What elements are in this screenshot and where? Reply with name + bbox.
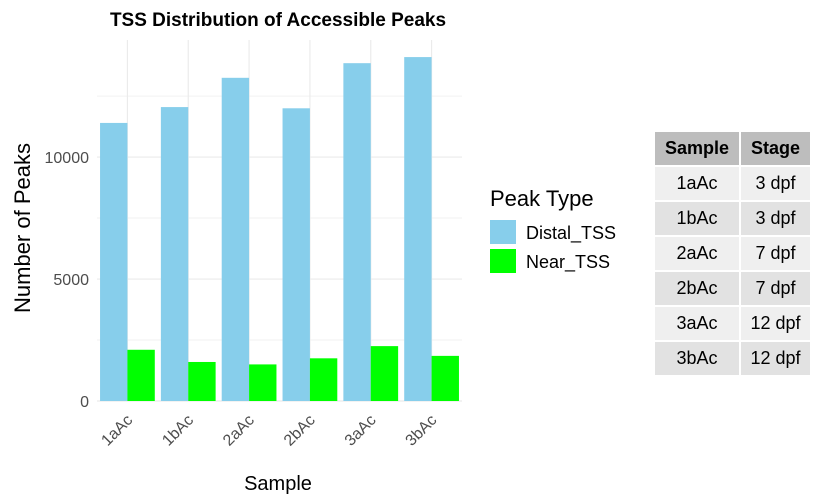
bar-distal-tss-3bAc	[404, 57, 432, 401]
bar-near-tss-3bAc	[431, 355, 459, 401]
y-tick-label: 10000	[45, 150, 90, 167]
x-axis-title: Sample	[244, 473, 312, 495]
table-header-row: Sample Stage	[655, 132, 811, 165]
y-axis-title: Number of Peaks	[10, 143, 35, 313]
table-cell-stage: 7 dpf	[741, 237, 811, 270]
legend-key-distal-tss	[490, 220, 516, 244]
chart-title: TSS Distribution of Accessible Peaks	[110, 10, 446, 31]
x-tick-label: 1aAc	[98, 412, 136, 450]
bar-distal-tss-3aAc	[343, 63, 371, 401]
sample-stage-table: Sample Stage 1aAc 3 dpf 1bAc 3 dpf 2aAc 7 d…	[653, 130, 812, 377]
table-row: 2bAc 7 dpf	[655, 272, 811, 305]
table-cell-sample: 3bAc	[655, 342, 740, 375]
bars	[100, 57, 459, 402]
bar-near-tss-1bAc	[188, 361, 216, 401]
table-row: 3aAc 12 dpf	[655, 307, 811, 340]
legend-title: Peak Type	[490, 186, 594, 211]
table-row: 2aAc 7 dpf	[655, 237, 811, 270]
y-axis-ticks: 0 5000 10000	[45, 150, 90, 411]
table-header-stage: Stage	[741, 132, 811, 165]
legend-key-near-tss	[490, 249, 516, 273]
x-axis-ticks: 1aAc 1bAc 2aAc 2bAc 3aAc 3bAc	[98, 412, 440, 450]
legend: Peak Type Distal_TSS Near_TSS	[490, 186, 616, 273]
x-tick-label: 3aAc	[342, 412, 380, 450]
bar-distal-tss-2bAc	[282, 108, 310, 401]
bar-distal-tss-1aAc	[100, 122, 128, 401]
table-row: 3bAc 12 dpf	[655, 342, 811, 375]
table-header-sample: Sample	[655, 132, 740, 165]
chart: TSS Distribution of Accessible Peaks 0 50…	[10, 10, 616, 495]
table-cell-sample: 3aAc	[655, 307, 740, 340]
x-tick-label: 1bAc	[159, 412, 197, 450]
table-cell-stage: 12 dpf	[741, 307, 811, 340]
bar-near-tss-3aAc	[370, 346, 399, 401]
table-cell-stage: 3 dpf	[741, 167, 811, 200]
table-row: 1aAc 3 dpf	[655, 167, 811, 200]
x-tick-label: 2bAc	[281, 412, 319, 450]
table-cell-sample: 2bAc	[655, 272, 740, 305]
table-cell-sample: 1aAc	[655, 167, 740, 200]
table-cell-sample: 2aAc	[655, 237, 740, 270]
bar-near-tss-1aAc	[127, 349, 155, 401]
table-cell-sample: 1bAc	[655, 202, 740, 235]
bar-distal-tss-2aAc	[221, 77, 250, 401]
table-cell-stage: 3 dpf	[741, 202, 811, 235]
x-tick-label: 2aAc	[220, 412, 258, 450]
y-tick-label: 5000	[53, 272, 89, 289]
table-cell-stage: 7 dpf	[741, 272, 811, 305]
y-tick-label: 0	[80, 394, 89, 411]
legend-label-near-tss: Near_TSS	[526, 252, 610, 273]
table-row: 1bAc 3 dpf	[655, 202, 811, 235]
table-cell-stage: 12 dpf	[741, 342, 811, 375]
bar-near-tss-2aAc	[249, 364, 277, 401]
legend-label-distal-tss: Distal_TSS	[526, 223, 616, 244]
bar-distal-tss-1bAc	[160, 107, 189, 402]
x-tick-label: 3bAc	[403, 412, 441, 450]
bar-near-tss-2bAc	[309, 358, 338, 401]
